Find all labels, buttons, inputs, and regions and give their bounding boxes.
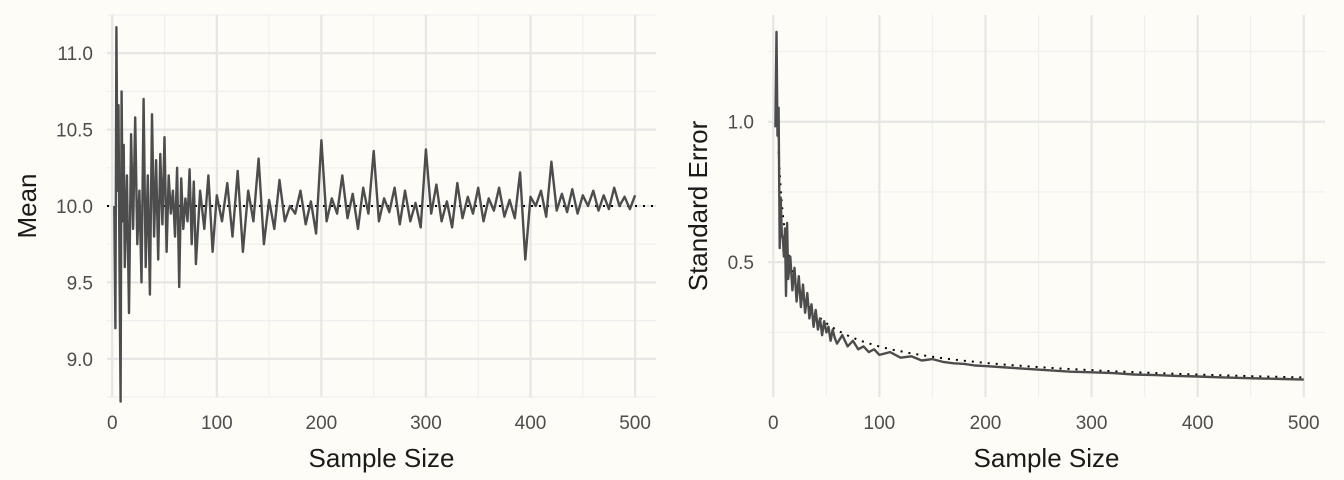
x-tick-label: 200 — [970, 413, 1002, 434]
y-tick-label: 11.0 — [57, 44, 93, 65]
mean-chart: 0 100 200 300 400 500 9.0 9.5 10.0 10.5 11.0 Sample… — [12, 14, 656, 473]
x-tick-label: 0 — [107, 413, 118, 434]
y-tick-label: 10.0 — [56, 197, 93, 218]
x-tick-label: 500 — [1288, 413, 1320, 434]
x-tick-label: 200 — [306, 413, 338, 434]
y-tick-label: 10.5 — [56, 121, 93, 142]
series-line — [113, 26, 637, 403]
x-axis-title: Sample Size — [974, 443, 1120, 473]
y-axis-title: Mean — [12, 173, 42, 238]
y-tick-label: 1.0 — [728, 113, 754, 134]
reference-curve — [777, 151, 1303, 379]
x-tick-label: 100 — [201, 413, 233, 434]
y-tick-label: 0.5 — [728, 253, 754, 274]
y-axis-title: Standard Error — [683, 120, 713, 291]
x-tick-label: 300 — [1076, 413, 1108, 434]
x-tick-label: 400 — [1182, 413, 1214, 434]
x-tick-label: 500 — [619, 413, 651, 434]
x-tick-label: 0 — [768, 413, 779, 434]
y-tick-label: 9.0 — [67, 350, 93, 371]
x-tick-label: 100 — [864, 413, 896, 434]
x-axis-title: Sample Size — [309, 443, 455, 473]
y-tick-label: 9.5 — [67, 273, 93, 294]
x-tick-label: 300 — [410, 413, 442, 434]
series-line — [774, 30, 1304, 381]
standard-error-chart: 0 100 200 300 400 500 0.5 1.0 Sample Size Standar… — [683, 15, 1325, 473]
x-tick-label: 400 — [515, 413, 547, 434]
